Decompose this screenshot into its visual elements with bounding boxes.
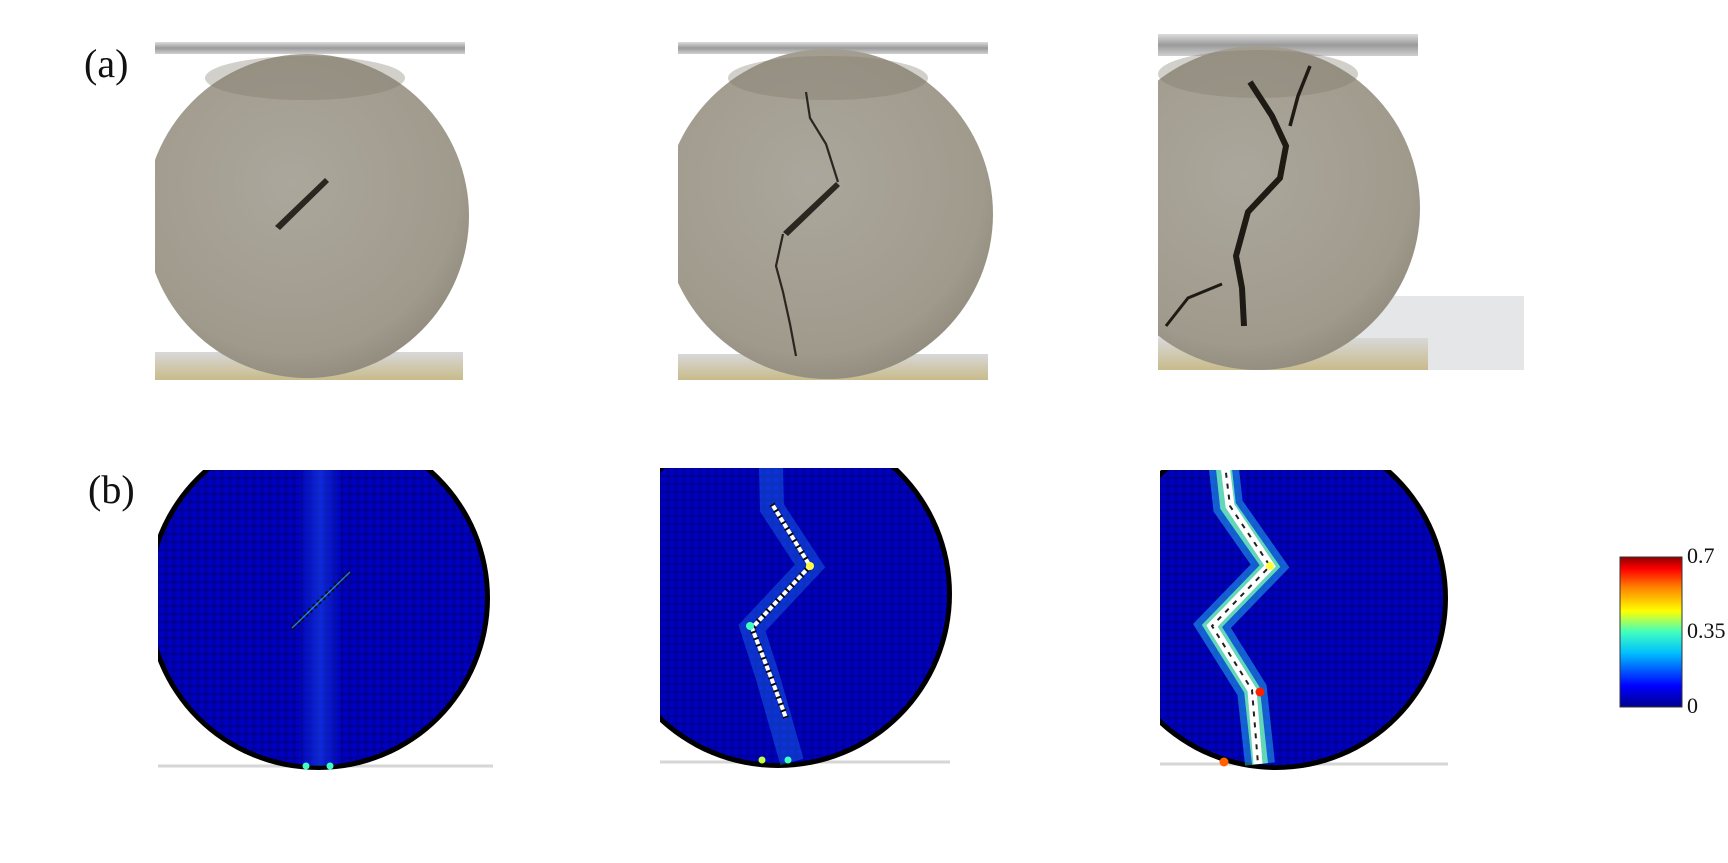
top-shadow bbox=[1158, 50, 1358, 98]
simulation-result-2 bbox=[660, 468, 952, 768]
specimen-photo-1 bbox=[155, 42, 469, 380]
rock-disc bbox=[678, 49, 993, 379]
top-platen bbox=[155, 42, 465, 54]
damaged-particle bbox=[1266, 562, 1274, 570]
top-shadow bbox=[205, 56, 405, 100]
colorbar-tick-mid: 0.35 bbox=[1687, 618, 1726, 643]
colorbar bbox=[1619, 556, 1683, 708]
damaged-particle bbox=[806, 562, 814, 570]
simulation-result-1 bbox=[158, 470, 493, 770]
damaged-particle bbox=[1255, 687, 1265, 697]
colorbar-tick-max: 0.7 bbox=[1687, 543, 1715, 568]
damaged-particle bbox=[1219, 757, 1229, 767]
wing-crack-upper bbox=[804, 91, 840, 183]
contact-point bbox=[326, 762, 334, 770]
contact-point bbox=[784, 756, 792, 764]
pre-existing-flaw bbox=[783, 182, 840, 236]
contact-point bbox=[302, 762, 310, 770]
disc-field bbox=[660, 468, 947, 763]
colorbar-tick-min: 0 bbox=[1687, 693, 1698, 718]
panel-label-b: (b) bbox=[88, 467, 135, 512]
top-platen bbox=[678, 42, 988, 54]
pre-existing-flaw bbox=[275, 178, 329, 230]
side-crack bbox=[1164, 282, 1223, 327]
stress-band bbox=[298, 470, 342, 766]
specimen-photo-3 bbox=[1158, 34, 1524, 370]
damaged-particle bbox=[746, 622, 754, 630]
colorbar-gradient bbox=[1619, 556, 1683, 708]
specimen-photo-2 bbox=[678, 42, 993, 380]
top-shadow bbox=[728, 56, 928, 100]
simulation-result-3 bbox=[1160, 470, 1448, 770]
panel-label-a: (a) bbox=[84, 41, 129, 86]
disc-field bbox=[1160, 470, 1443, 765]
secondary-crack bbox=[1288, 65, 1312, 127]
rock-disc bbox=[155, 54, 469, 378]
rock-disc bbox=[1158, 46, 1420, 370]
wing-crack-lower bbox=[774, 233, 798, 357]
main-crack bbox=[1232, 80, 1290, 327]
contact-point bbox=[758, 756, 766, 764]
